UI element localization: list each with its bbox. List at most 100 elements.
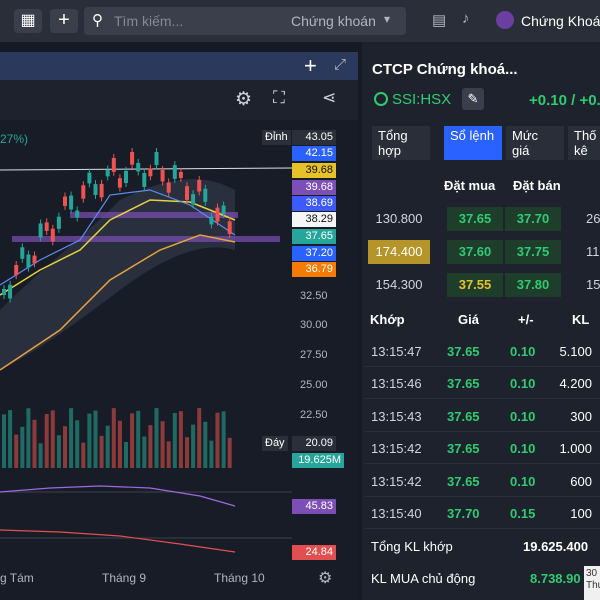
volume-bar [44, 413, 49, 468]
candle-body [14, 265, 19, 276]
candle-body [160, 170, 165, 182]
candle-body [197, 179, 202, 192]
axis-label: 25.00 [300, 379, 328, 391]
share-icon[interactable]: ⋖ [322, 88, 337, 107]
price-badge: 36.79 [292, 262, 336, 277]
trade-header: +/- [518, 312, 534, 327]
volume-bar [203, 421, 208, 468]
volume-bar [69, 408, 74, 468]
volume-bar [154, 408, 159, 468]
candle-body [136, 162, 141, 172]
volume-bar [50, 410, 55, 468]
candle-body [191, 194, 196, 205]
trade-header: KL [572, 312, 590, 327]
search-icon: ⚲ [92, 12, 103, 29]
cloud [0, 179, 235, 370]
candle-body [221, 205, 226, 215]
trade-price: 37.70 [447, 506, 480, 521]
grid-button[interactable]: ▦ [14, 9, 42, 33]
price-badge: 37.65 [292, 229, 336, 244]
volume-bar [14, 434, 19, 468]
trade-volume: 1.000 [559, 441, 592, 457]
tab[interactable]: Thố kê [568, 126, 600, 160]
axis-label: 32.50 [300, 290, 328, 302]
volume-bar [178, 411, 183, 468]
bid-volume: 130.800 [375, 211, 423, 226]
volume-bar [142, 436, 147, 468]
user-name[interactable]: Chứng Khoá [521, 13, 600, 29]
row-divider [364, 495, 600, 497]
candle-body [185, 186, 189, 200]
chart-plot [0, 148, 292, 553]
candle-body [2, 289, 6, 295]
price-badge: 43.05 [292, 130, 336, 145]
price-badge: 38.29 [292, 212, 336, 227]
candle-body [81, 185, 86, 199]
axis-settings[interactable]: ⚙ [318, 570, 333, 587]
candle-body [154, 152, 159, 166]
candle-body [124, 170, 128, 183]
search-placeholder: Tìm kiếm... [114, 13, 184, 29]
price-badge: 19.625M [292, 453, 344, 468]
bid-volume: 174.400 [368, 240, 430, 264]
volume-bar [166, 441, 171, 468]
price-badge: 39.68 [292, 163, 336, 178]
tab[interactable]: Sổ lệnh [444, 126, 502, 160]
add-chart[interactable]: + [304, 53, 317, 78]
stock-title: CTCP Chứng khoá... [372, 61, 518, 78]
bid-price: 37.60 [447, 240, 503, 264]
candle-body [75, 210, 80, 218]
indicator-line [0, 485, 236, 507]
candle-body [44, 222, 49, 231]
total-value: 19.625.400 [523, 539, 589, 554]
axis-label: 30.00 [300, 319, 328, 331]
row-divider [364, 528, 600, 529]
add-button[interactable]: + [50, 9, 78, 33]
tab[interactable]: Tổng hợp [372, 126, 430, 160]
edit-button[interactable]: ✎ [462, 88, 484, 110]
expand-icon[interactable]: ⤢ [334, 56, 347, 73]
ma-mid [0, 199, 236, 296]
candle-body [56, 216, 61, 229]
chart-toolbar [0, 80, 358, 120]
indicator-line [0, 529, 236, 553]
trade-change: 0.10 [510, 344, 536, 359]
trade-price: 37.65 [447, 473, 480, 489]
trade-header: Khớp [370, 312, 405, 327]
trade-volume: 300 [570, 408, 592, 424]
volume-bar [87, 413, 92, 468]
search-box[interactable] [84, 7, 406, 35]
candle-body [99, 183, 104, 198]
row-divider [364, 398, 600, 400]
avatar[interactable] [496, 11, 514, 29]
ticker: SSI:HSX [392, 91, 452, 108]
trade-price: 37.65 [447, 408, 480, 424]
chat-icon[interactable]: ▤ [432, 12, 447, 29]
search-scope[interactable]: Chứng khoán [291, 13, 376, 29]
bell-icon[interactable]: ♪ [462, 10, 470, 27]
volume-bar [8, 410, 13, 468]
bid-volume: 154.300 [375, 277, 423, 292]
candle-body [117, 178, 122, 188]
settings-icon[interactable]: ⚙ [235, 89, 253, 110]
dropdown-icon: ▾ [384, 12, 391, 26]
trade-change: 0.15 [510, 506, 536, 521]
trade-price: 37.65 [447, 344, 480, 359]
tab[interactable]: Mức giá [506, 126, 564, 160]
trade-time: 13:15:42 [371, 473, 422, 489]
volume-bar [105, 425, 110, 468]
badge-label: Đáy [262, 436, 288, 451]
volume-bar [63, 426, 67, 468]
badge-label: Đỉnh [262, 130, 291, 145]
volume-bar [124, 442, 128, 468]
trade-header: Giá [458, 312, 479, 327]
candle-body [50, 228, 55, 242]
volume-bar [191, 424, 196, 468]
fullscreen-icon[interactable]: ⛶ [273, 88, 285, 107]
volume-bar [93, 410, 98, 468]
buy-label: KL MUA chủ động [371, 571, 476, 586]
candle-body [130, 152, 135, 165]
candle-body [32, 255, 37, 264]
candle-body [93, 184, 98, 195]
candle-body [148, 168, 153, 177]
